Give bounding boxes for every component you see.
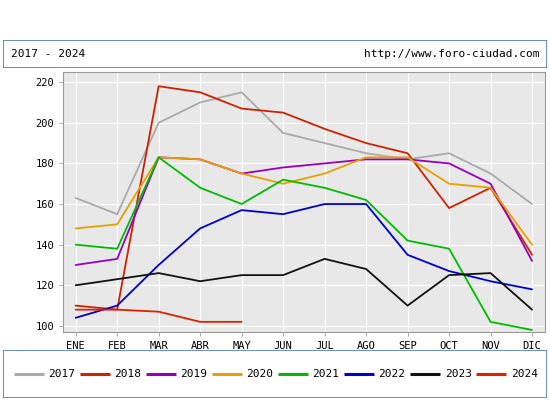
- Text: 2020: 2020: [246, 369, 273, 379]
- FancyBboxPatch shape: [3, 40, 547, 68]
- Text: 2018: 2018: [114, 369, 141, 379]
- FancyBboxPatch shape: [3, 350, 547, 398]
- Text: 2017: 2017: [48, 369, 75, 379]
- Text: Evolucion del paro registrado en Castellar de Santiago: Evolucion del paro registrado en Castell…: [49, 12, 501, 26]
- Text: 2023: 2023: [444, 369, 472, 379]
- Text: 2021: 2021: [312, 369, 339, 379]
- Text: http://www.foro-ciudad.com: http://www.foro-ciudad.com: [364, 49, 539, 59]
- Text: 2022: 2022: [378, 369, 405, 379]
- Text: 2019: 2019: [180, 369, 207, 379]
- Text: 2024: 2024: [511, 369, 538, 379]
- Text: 2017 - 2024: 2017 - 2024: [11, 49, 85, 59]
